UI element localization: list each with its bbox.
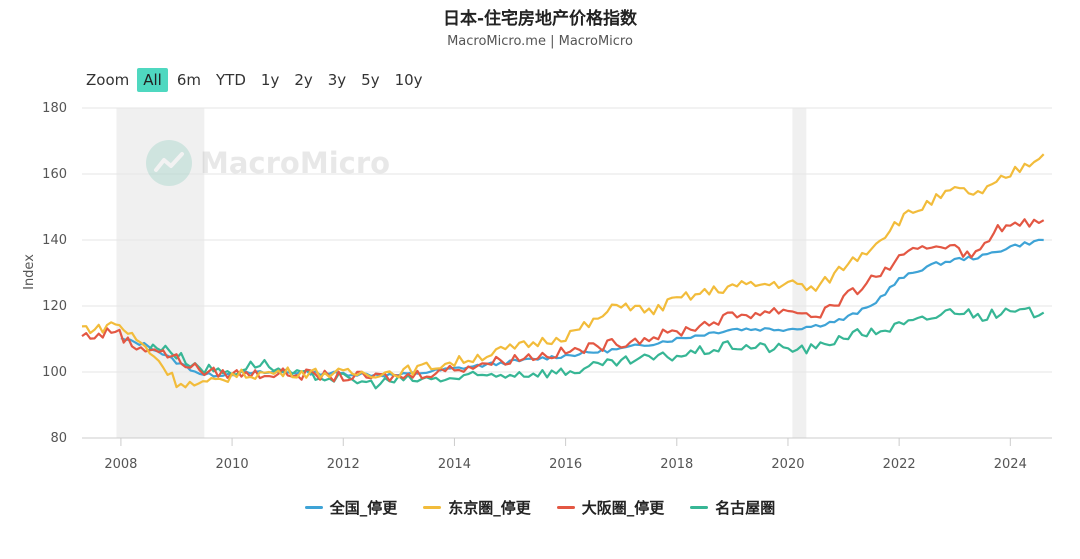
macromicro-logo-icon <box>146 140 192 186</box>
zoom-5y-button[interactable]: 5y <box>361 71 380 89</box>
legend-swatch-tokyo <box>423 506 442 509</box>
legend-label: 大阪圏_停更 <box>581 499 665 517</box>
y-tick-label-140: 140 <box>42 233 67 248</box>
legend-item-national[interactable]: 全国_停更 <box>304 497 398 518</box>
x-tick-label-2016: 2016 <box>549 457 582 472</box>
zoom-all-button[interactable]: All <box>137 68 168 92</box>
legend: 全国_停更 东京圏_停更 大阪圏_停更 名古屋圏 <box>0 497 1080 518</box>
series-line-3 <box>147 306 1045 390</box>
legend-label: 名古屋圏 <box>715 499 776 517</box>
recession-band-1 <box>792 108 807 438</box>
x-tick-label-2018: 2018 <box>660 457 693 472</box>
y-tick-label-180: 180 <box>42 101 67 116</box>
x-tick-label-2010: 2010 <box>216 457 249 472</box>
zoom-ytd-button[interactable]: YTD <box>216 71 246 89</box>
zoom-1y-button[interactable]: 1y <box>260 71 280 89</box>
watermark: MacroMicro <box>146 140 390 186</box>
x-tick-label-2008: 2008 <box>104 457 137 472</box>
legend-swatch-nagoya <box>690 506 709 509</box>
y-tick-label-80: 80 <box>50 431 67 446</box>
zoom-bar: Zoom All 6m YTD 1y 2y 3y 5y 10y <box>86 67 432 93</box>
zoom-3y-button[interactable]: 3y <box>327 71 347 89</box>
x-tick-label-2024: 2024 <box>994 457 1027 472</box>
legend-swatch-national <box>304 506 323 509</box>
x-tick-label-2014: 2014 <box>438 457 471 472</box>
legend-item-tokyo[interactable]: 东京圏_停更 <box>423 497 531 518</box>
legend-label: 东京圏_停更 <box>448 499 531 517</box>
chart-subtitle: MacroMicro.me | MacroMicro <box>447 34 633 49</box>
y-tick-label-160: 160 <box>42 167 67 182</box>
x-axis: 2008 2010 2012 2014 2016 2018 2020 2022 2024 <box>82 437 1052 472</box>
legend-swatch-osaka <box>556 506 575 509</box>
x-tick-label-2022: 2022 <box>883 457 916 472</box>
y-axis-label: Index <box>22 254 37 290</box>
chart-title: 日本-住宅房地产价格指数 <box>442 9 638 29</box>
zoom-10y-button[interactable]: 10y <box>394 71 423 89</box>
legend-item-osaka[interactable]: 大阪圏_停更 <box>556 497 665 518</box>
zoom-label: Zoom <box>86 71 130 89</box>
zoom-6m-button[interactable]: 6m <box>176 71 202 89</box>
zoom-2y-button[interactable]: 2y <box>294 71 313 89</box>
x-tick-label-2020: 2020 <box>771 457 804 472</box>
series-line-1 <box>81 153 1045 389</box>
y-axis: 80 100 120 140 160 180 <box>42 101 67 446</box>
legend-label: 全国_停更 <box>329 499 398 517</box>
legend-item-nagoya[interactable]: 名古屋圏 <box>690 497 775 518</box>
y-tick-label-120: 120 <box>42 299 67 314</box>
watermark-text: MacroMicro <box>200 146 391 180</box>
series-lines <box>81 153 1045 390</box>
series-line-0 <box>120 238 1044 378</box>
y-tick-label-100: 100 <box>42 365 67 380</box>
x-tick-label-2012: 2012 <box>327 457 360 472</box>
series-line-2 <box>81 218 1045 383</box>
